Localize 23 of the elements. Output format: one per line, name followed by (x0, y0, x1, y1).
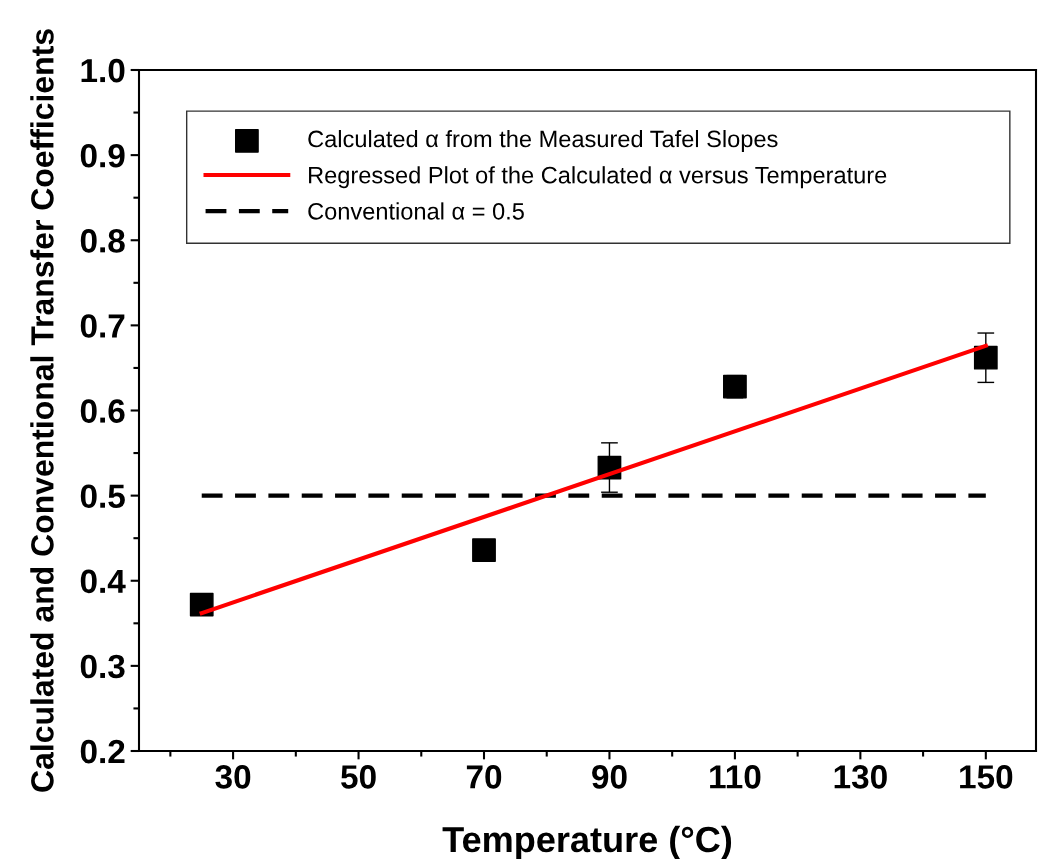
y-tick-label: 0.4 (80, 569, 126, 594)
y-tick-label: 0.9 (80, 143, 125, 168)
x-tick-label: 90 (592, 765, 627, 789)
y-tick-label: 0.6 (80, 399, 125, 423)
y-tick-label: 0.5 (80, 484, 125, 509)
legend-label: Conventional α = 0.5 (308, 202, 524, 220)
y-tick-label: 1.0 (81, 58, 125, 83)
point (973, 345, 998, 370)
x-tick-label: 110 (710, 765, 761, 789)
y-tick-label: 0.7 (80, 314, 125, 338)
y-tick-label: 0.3 (80, 654, 125, 679)
legend-label: Calculated α from the Measured Tafel Slopes (308, 129, 778, 152)
x-tick-label: 50 (341, 765, 376, 789)
x-tick-label: 150 (960, 765, 1013, 789)
x-axis-title: Temperature (°C) (442, 825, 732, 859)
y-tick-label: 0.8 (80, 229, 125, 253)
x-tick-label: 30 (215, 765, 251, 789)
point (472, 538, 496, 562)
y-tick-label: 0.2 (80, 739, 125, 764)
legend-label: Regressed Plot of the Calculated α versus Temperature (309, 166, 887, 189)
x-tick-label: 70 (466, 765, 502, 789)
x-tick-label: 130 (834, 765, 887, 789)
y-axis-title: Calculated and Conventional Transfer Coefficients (30, 29, 54, 792)
